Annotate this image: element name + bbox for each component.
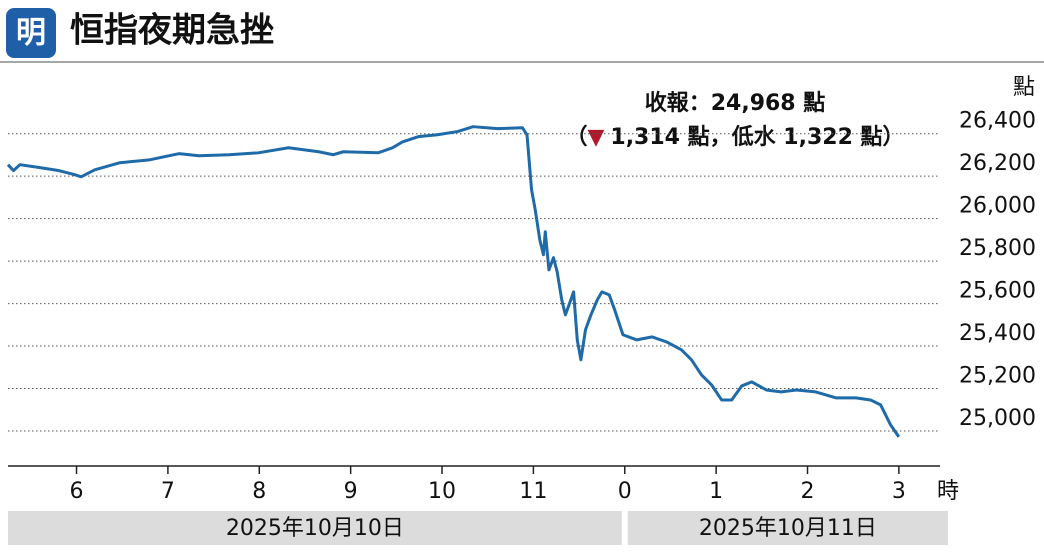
x-tick-label: 7 <box>161 479 175 504</box>
x-tick-label: 3 <box>892 479 906 504</box>
down-arrow: ▼ <box>587 125 604 150</box>
y-tick-label: 25,000 <box>959 406 1036 431</box>
price-line <box>6 125 901 438</box>
y-tick-label: 26,400 <box>959 109 1036 134</box>
x-tick-label: 9 <box>344 479 358 504</box>
y-tick-label: 25,400 <box>959 321 1036 346</box>
date-band <box>627 511 948 545</box>
y-tick-label: 25,600 <box>959 279 1036 304</box>
close-annotation: 收報：24,968 點 <box>645 90 826 116</box>
y-tick-label: 26,200 <box>959 151 1036 176</box>
paren: （ <box>565 125 587 150</box>
logo-box <box>6 8 56 58</box>
date-band <box>8 511 622 545</box>
date-label: 2025年10月11日 <box>699 516 877 541</box>
change-annotation: （▼ 1,314 點，低水 1,322 點） <box>565 125 904 150</box>
x-tick-label: 2 <box>801 479 815 504</box>
y-unit: 點 <box>1013 75 1035 100</box>
x-tick-label: 1 <box>709 479 723 504</box>
x-tick-label: 0 <box>618 479 632 504</box>
x-tick-label: 8 <box>252 479 266 504</box>
x-tick-label: 6 <box>70 479 84 504</box>
y-tick-label: 25,800 <box>959 236 1036 261</box>
logo: 明 <box>16 16 46 51</box>
y-tick-label: 25,200 <box>959 363 1036 388</box>
date-label: 2025年10月10日 <box>226 516 404 541</box>
y-tick-label: 26,000 <box>959 194 1036 219</box>
chart-title: 恒指夜期急挫 <box>70 11 274 51</box>
x-unit: 時 <box>937 479 959 504</box>
x-tick-label: 11 <box>519 479 547 504</box>
x-tick-label: 10 <box>428 479 456 504</box>
change-text: 1,314 點，低水 1,322 點） <box>610 125 904 150</box>
